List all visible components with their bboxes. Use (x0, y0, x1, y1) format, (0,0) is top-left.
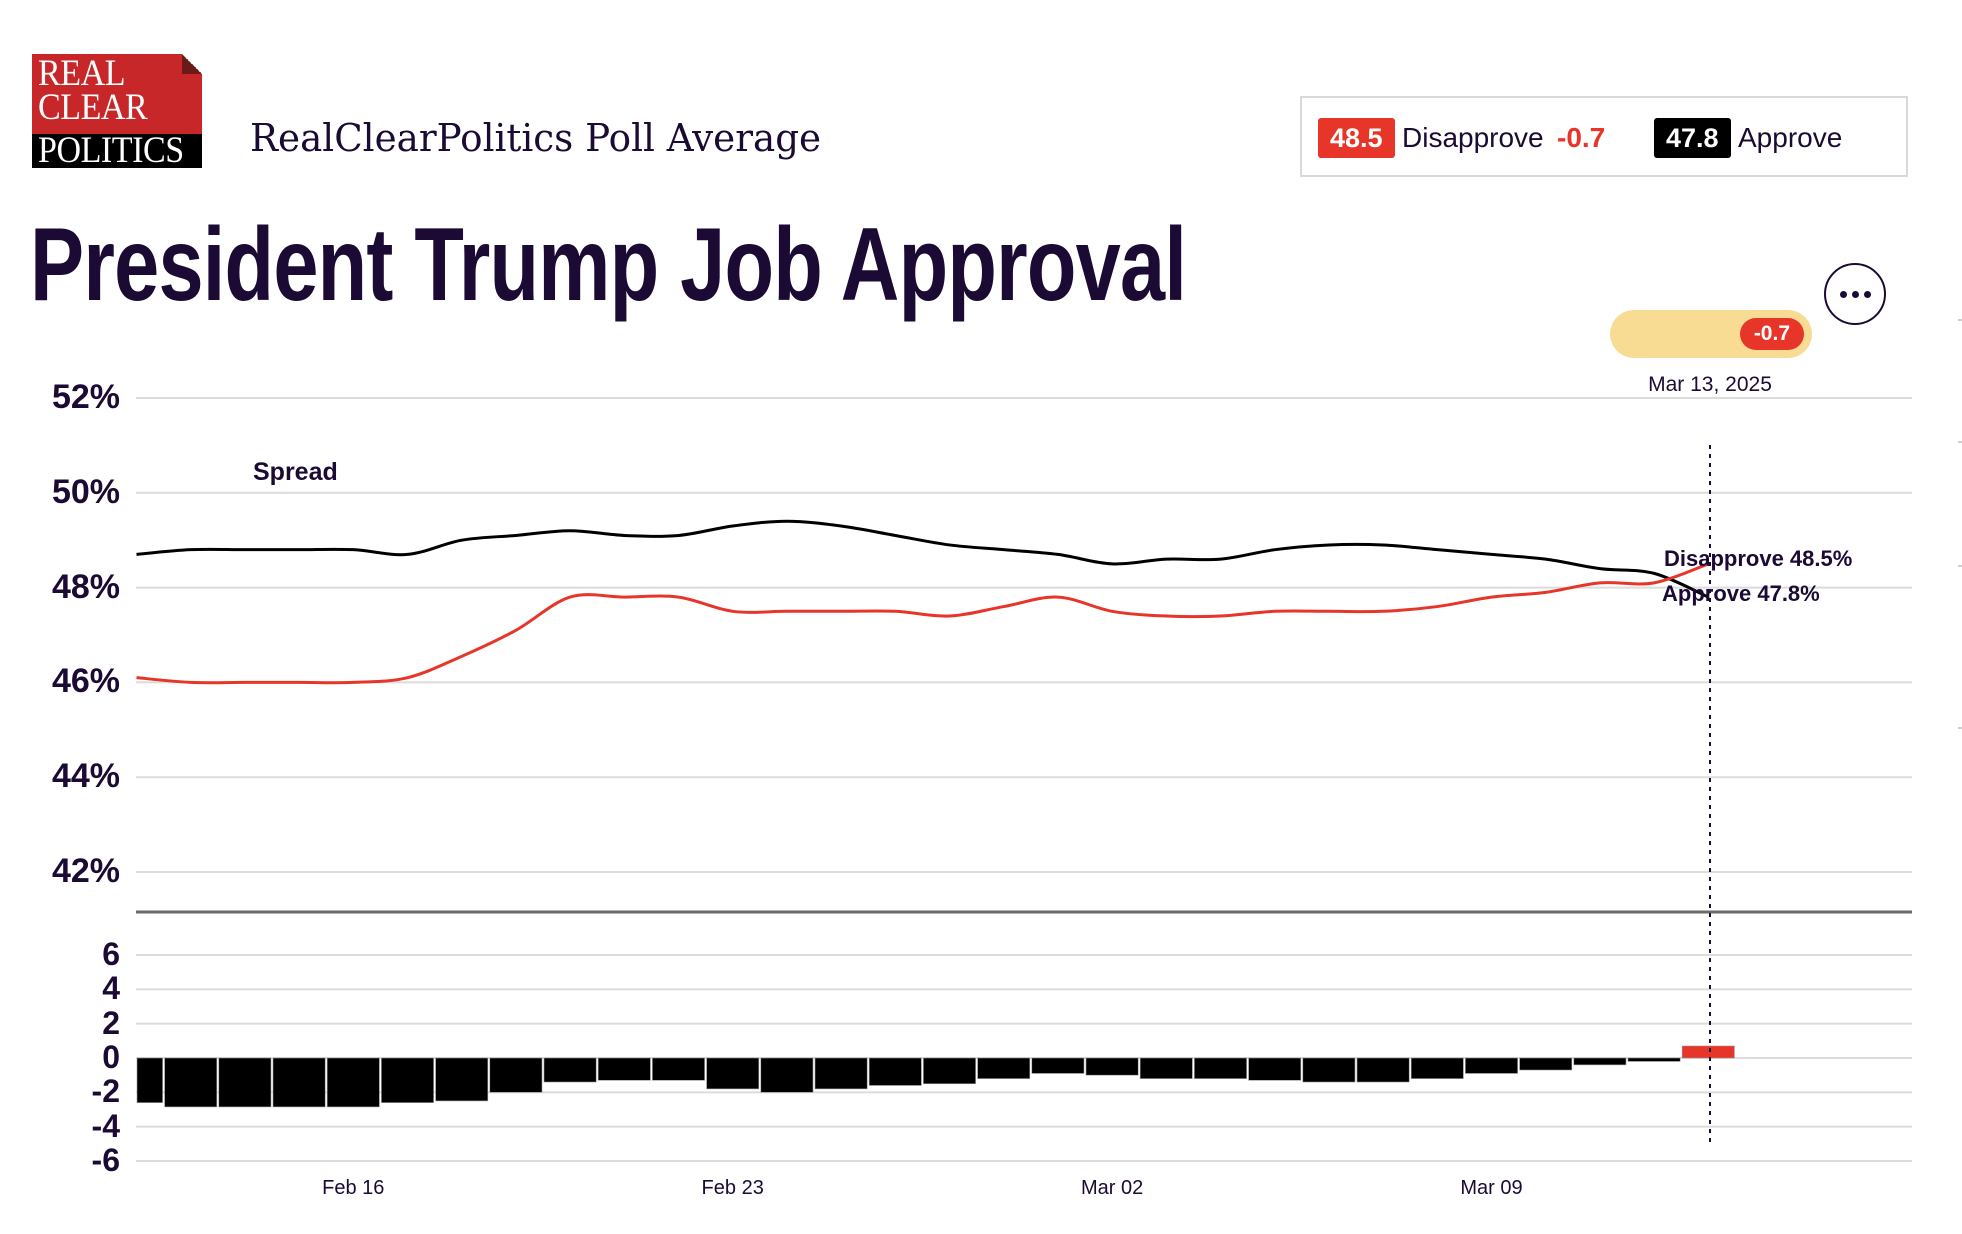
spread-bar[interactable] (1302, 1057, 1356, 1083)
y-tick-label: 50% (51, 472, 120, 511)
logo-black-band (32, 134, 202, 168)
spread-annotation: Spread (253, 458, 338, 486)
spread-bar[interactable] (435, 1057, 489, 1102)
spread-tooltip-pill: -0.7 (1610, 310, 1812, 358)
spread-y-tick-label: -2 (91, 1073, 120, 1110)
spread-bar[interactable] (326, 1057, 380, 1108)
spread-bar[interactable] (652, 1057, 705, 1081)
page-subtitle: RealClearPolitics Poll Average (250, 116, 822, 160)
spread-value: -0.7 (1557, 122, 1606, 153)
disapprove-value-badge: 48.5 (1318, 118, 1395, 158)
spread-y-tick-label: 6 (102, 936, 120, 972)
more-options-button[interactable] (1824, 263, 1886, 325)
spread-y-tick-label: 4 (102, 970, 120, 1007)
x-tick-label: Feb 23 (701, 1177, 764, 1199)
spread-bar[interactable] (272, 1057, 326, 1108)
spread-y-tick-label: 2 (102, 1004, 120, 1041)
approve-line[interactable] (136, 519, 1709, 599)
rcp-logo[interactable]: REAL CLEAR POLITICS (32, 53, 202, 171)
spread-y-tick-label: -6 (91, 1142, 120, 1178)
legend-summary: 48.5 Disapprove -0.7 47.8 Approve (1300, 96, 1908, 177)
spread-bar[interactable] (1031, 1057, 1085, 1074)
spread-bar[interactable] (218, 1057, 272, 1108)
spread-bar[interactable] (136, 1057, 163, 1103)
logo-folded-corner (182, 54, 202, 74)
y-tick-label: 52% (51, 378, 120, 416)
y-tick-label: 44% (51, 757, 120, 796)
spread-bar[interactable] (1356, 1057, 1410, 1083)
y-tick-label: 46% (51, 662, 120, 701)
disapprove-line[interactable] (136, 562, 1709, 685)
spread-bar[interactable] (977, 1057, 1031, 1079)
spread-bar[interactable] (489, 1057, 543, 1093)
logo-text-clear: CLEAR (38, 87, 148, 128)
spread-bars (136, 1045, 1735, 1108)
upper-gridlines (136, 397, 1912, 873)
x-tick-label: Feb 16 (322, 1177, 385, 1199)
ellipsis-icon (1851, 290, 1859, 298)
ellipsis-icon (1839, 290, 1847, 298)
x-tick-label: Mar 02 (1080, 1177, 1144, 1199)
disapprove-end-label: Disapprove 48.5% (1664, 546, 1853, 571)
spread-bar[interactable] (1681, 1045, 1735, 1059)
approve-value-badge: 47.8 (1654, 118, 1731, 158)
logo-text-real: REAL (38, 53, 126, 94)
spread-bar[interactable] (543, 1057, 597, 1083)
logo-red-block (32, 54, 202, 134)
logo-text-politics: POLITICS (38, 130, 184, 171)
spread-bar[interactable] (1410, 1057, 1464, 1079)
spread-bar[interactable] (923, 1057, 976, 1085)
tooltip-date: Mar 13, 2025 (1648, 373, 1772, 396)
y-tick-label: 48% (51, 567, 120, 606)
spread-bar[interactable] (706, 1057, 760, 1090)
spread-y-tick-label: 0 (102, 1039, 120, 1075)
approve-label: Approve (1738, 122, 1843, 153)
spread-bar[interactable] (1519, 1057, 1573, 1071)
y-tick-label: 42% (51, 852, 120, 890)
approve-end-label: Approve 47.8% (1662, 581, 1820, 606)
spread-bar[interactable] (1085, 1057, 1139, 1076)
spread-bar[interactable] (814, 1057, 868, 1090)
spread-bar[interactable] (1194, 1057, 1247, 1079)
disapprove-label: Disapprove (1402, 122, 1544, 153)
spread-bar[interactable] (1139, 1057, 1193, 1079)
approval-lines (136, 519, 1709, 685)
spread-bar[interactable] (381, 1057, 434, 1103)
spread-bar[interactable] (868, 1057, 922, 1086)
spread-bar[interactable] (1465, 1057, 1518, 1074)
spread-bar[interactable] (597, 1057, 651, 1081)
spread-bar[interactable] (760, 1057, 814, 1093)
spread-bar[interactable] (1573, 1057, 1627, 1066)
spread-bar[interactable] (164, 1057, 218, 1108)
x-tick-label: Mar 09 (1460, 1177, 1523, 1199)
right-edge-marks (1958, 319, 1962, 729)
page-title: President Trump Job Approval (30, 207, 1187, 323)
spread-bar[interactable] (1248, 1057, 1302, 1081)
spread-bar[interactable] (1627, 1057, 1681, 1062)
ellipsis-icon (1863, 290, 1871, 298)
spread-tooltip-value: -0.7 (1739, 318, 1804, 350)
spread-y-tick-label: -4 (91, 1107, 120, 1144)
